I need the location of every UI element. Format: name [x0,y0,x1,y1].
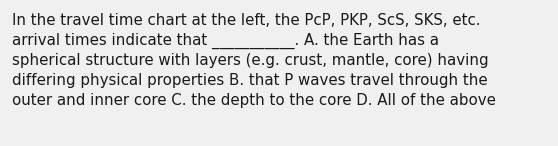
Text: In the travel time chart at the left, the PcP, PKP, ScS, SKS, etc.
arrival times: In the travel time chart at the left, th… [12,13,496,108]
